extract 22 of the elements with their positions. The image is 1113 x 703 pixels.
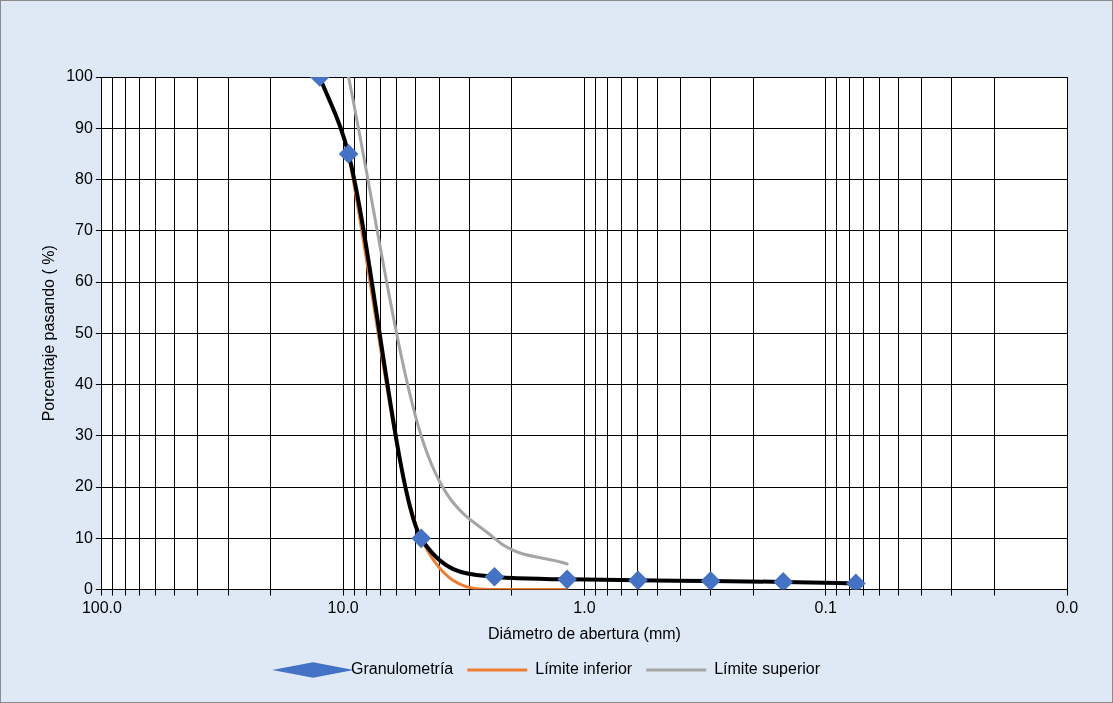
x-tick-label: 0.1 [814, 598, 837, 616]
line-series [347, 77, 569, 566]
legend-label: Límite superior [714, 660, 821, 678]
legend-label: Límite inferior [535, 660, 633, 678]
y-tick-label: 50 [75, 323, 93, 341]
y-tick-label: 0 [83, 580, 93, 598]
x-tick-label: 0.0 [1055, 598, 1079, 616]
x-axis-title: Diámetro de abertura (mm) [487, 624, 681, 642]
y-tick-label: 70 [75, 221, 93, 239]
x-tick-label: 1.0 [573, 598, 596, 616]
y-tick-label: 100 [66, 67, 93, 85]
x-tick-label: 10.0 [327, 598, 359, 616]
y-tick-label: 20 [75, 477, 93, 495]
y-axis-title: Porcentaje pasando ( %) [40, 245, 58, 422]
legend-label: Granulometría [351, 660, 454, 678]
y-tick-label: 10 [75, 528, 93, 546]
x-tick-label: 100.0 [81, 598, 123, 616]
y-tick-label: 80 [75, 169, 93, 187]
y-tick-label: 60 [75, 272, 93, 290]
y-tick-label: 90 [75, 118, 93, 136]
y-tick-label: 40 [75, 374, 93, 392]
y-tick-label: 30 [75, 426, 93, 444]
